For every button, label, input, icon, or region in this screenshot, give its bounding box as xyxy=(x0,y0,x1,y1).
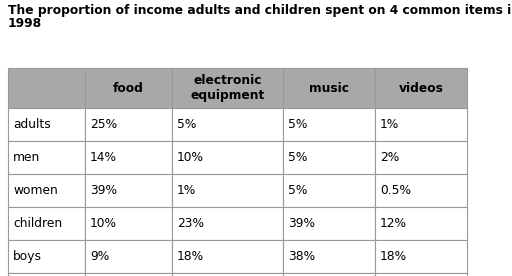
Bar xyxy=(283,68,375,108)
Bar xyxy=(8,207,85,240)
Text: food: food xyxy=(113,81,144,94)
Text: 38%: 38% xyxy=(288,250,315,263)
Text: women: women xyxy=(13,184,58,197)
Text: 10%: 10% xyxy=(90,217,117,230)
Bar xyxy=(172,141,283,174)
Text: 23%: 23% xyxy=(177,217,204,230)
Bar xyxy=(172,174,283,207)
Bar xyxy=(85,174,172,207)
Text: 18%: 18% xyxy=(380,250,407,263)
Text: 9%: 9% xyxy=(90,250,109,263)
Text: 10%: 10% xyxy=(177,151,204,164)
Text: 1%: 1% xyxy=(177,184,196,197)
Bar xyxy=(375,240,467,273)
Text: electronic
equipment: electronic equipment xyxy=(190,74,265,102)
Bar xyxy=(8,108,85,141)
Bar xyxy=(283,207,375,240)
Bar xyxy=(283,240,375,273)
Text: 5%: 5% xyxy=(288,151,308,164)
Bar xyxy=(85,207,172,240)
Bar xyxy=(375,273,467,276)
Bar xyxy=(283,273,375,276)
Bar xyxy=(8,273,85,276)
Bar xyxy=(375,108,467,141)
Text: men: men xyxy=(13,151,40,164)
Bar xyxy=(8,240,85,273)
Text: music: music xyxy=(309,81,349,94)
Text: 5%: 5% xyxy=(288,118,308,131)
Text: 1%: 1% xyxy=(380,118,399,131)
Text: 1998: 1998 xyxy=(8,17,42,30)
Bar xyxy=(375,207,467,240)
Bar xyxy=(85,273,172,276)
Bar xyxy=(85,68,172,108)
Bar xyxy=(85,240,172,273)
Text: 5%: 5% xyxy=(288,184,308,197)
Text: The proportion of income adults and children spent on 4 common items in the UK i: The proportion of income adults and chil… xyxy=(8,4,512,17)
Bar xyxy=(85,108,172,141)
Bar xyxy=(172,68,283,108)
Bar xyxy=(85,141,172,174)
Text: 39%: 39% xyxy=(90,184,117,197)
Bar xyxy=(375,174,467,207)
Text: videos: videos xyxy=(398,81,443,94)
Text: 39%: 39% xyxy=(288,217,315,230)
Bar xyxy=(375,141,467,174)
Text: 25%: 25% xyxy=(90,118,117,131)
Bar xyxy=(172,240,283,273)
Text: 2%: 2% xyxy=(380,151,399,164)
Text: children: children xyxy=(13,217,62,230)
Bar xyxy=(283,108,375,141)
Bar xyxy=(8,174,85,207)
Bar xyxy=(172,273,283,276)
Bar xyxy=(8,141,85,174)
Bar xyxy=(283,174,375,207)
Bar xyxy=(172,207,283,240)
Text: boys: boys xyxy=(13,250,42,263)
Text: 0.5%: 0.5% xyxy=(380,184,411,197)
Bar xyxy=(8,68,85,108)
Text: 5%: 5% xyxy=(177,118,196,131)
Bar xyxy=(375,68,467,108)
Text: 14%: 14% xyxy=(90,151,117,164)
Bar xyxy=(172,108,283,141)
Text: adults: adults xyxy=(13,118,51,131)
Bar xyxy=(283,141,375,174)
Text: 12%: 12% xyxy=(380,217,407,230)
Text: 18%: 18% xyxy=(177,250,204,263)
